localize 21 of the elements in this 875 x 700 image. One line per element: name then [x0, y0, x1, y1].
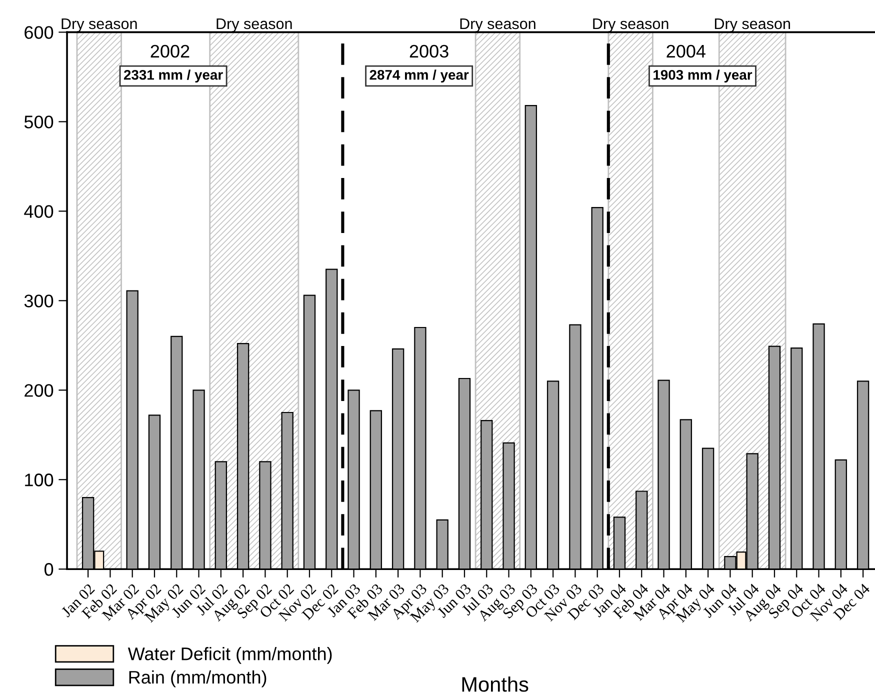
band-label: Dry season [714, 18, 790, 32]
annotation: 2331 mm / year [124, 70, 223, 83]
annotation: 2004 [666, 44, 706, 58]
y-tick-label: 300 [24, 294, 54, 308]
y-tick-label: 100 [25, 474, 54, 486]
y-tick-label: 400 [24, 205, 54, 218]
legend-label: Water Deficit (mm/month) [128, 646, 332, 664]
band-label: Dry season [216, 18, 292, 32]
band-label: Dry season [593, 18, 668, 32]
y-tick-label: 200 [24, 384, 54, 397]
annotation: 2002 [150, 44, 190, 58]
y-tick-label: 500 [24, 116, 54, 128]
band-label: Dry season [62, 18, 137, 32]
band-label: Dry season [460, 18, 536, 32]
y-tick-label: 0 [44, 563, 54, 576]
annotation: 1903 mm / year [654, 70, 752, 83]
y-tick-label: 600 [24, 26, 54, 39]
annotation: 2003 [410, 44, 448, 58]
annotation: 2874 mm / year [370, 70, 469, 83]
legend-label: Rain (mm/month) [129, 670, 266, 688]
x-axis-title: Months [462, 676, 528, 692]
